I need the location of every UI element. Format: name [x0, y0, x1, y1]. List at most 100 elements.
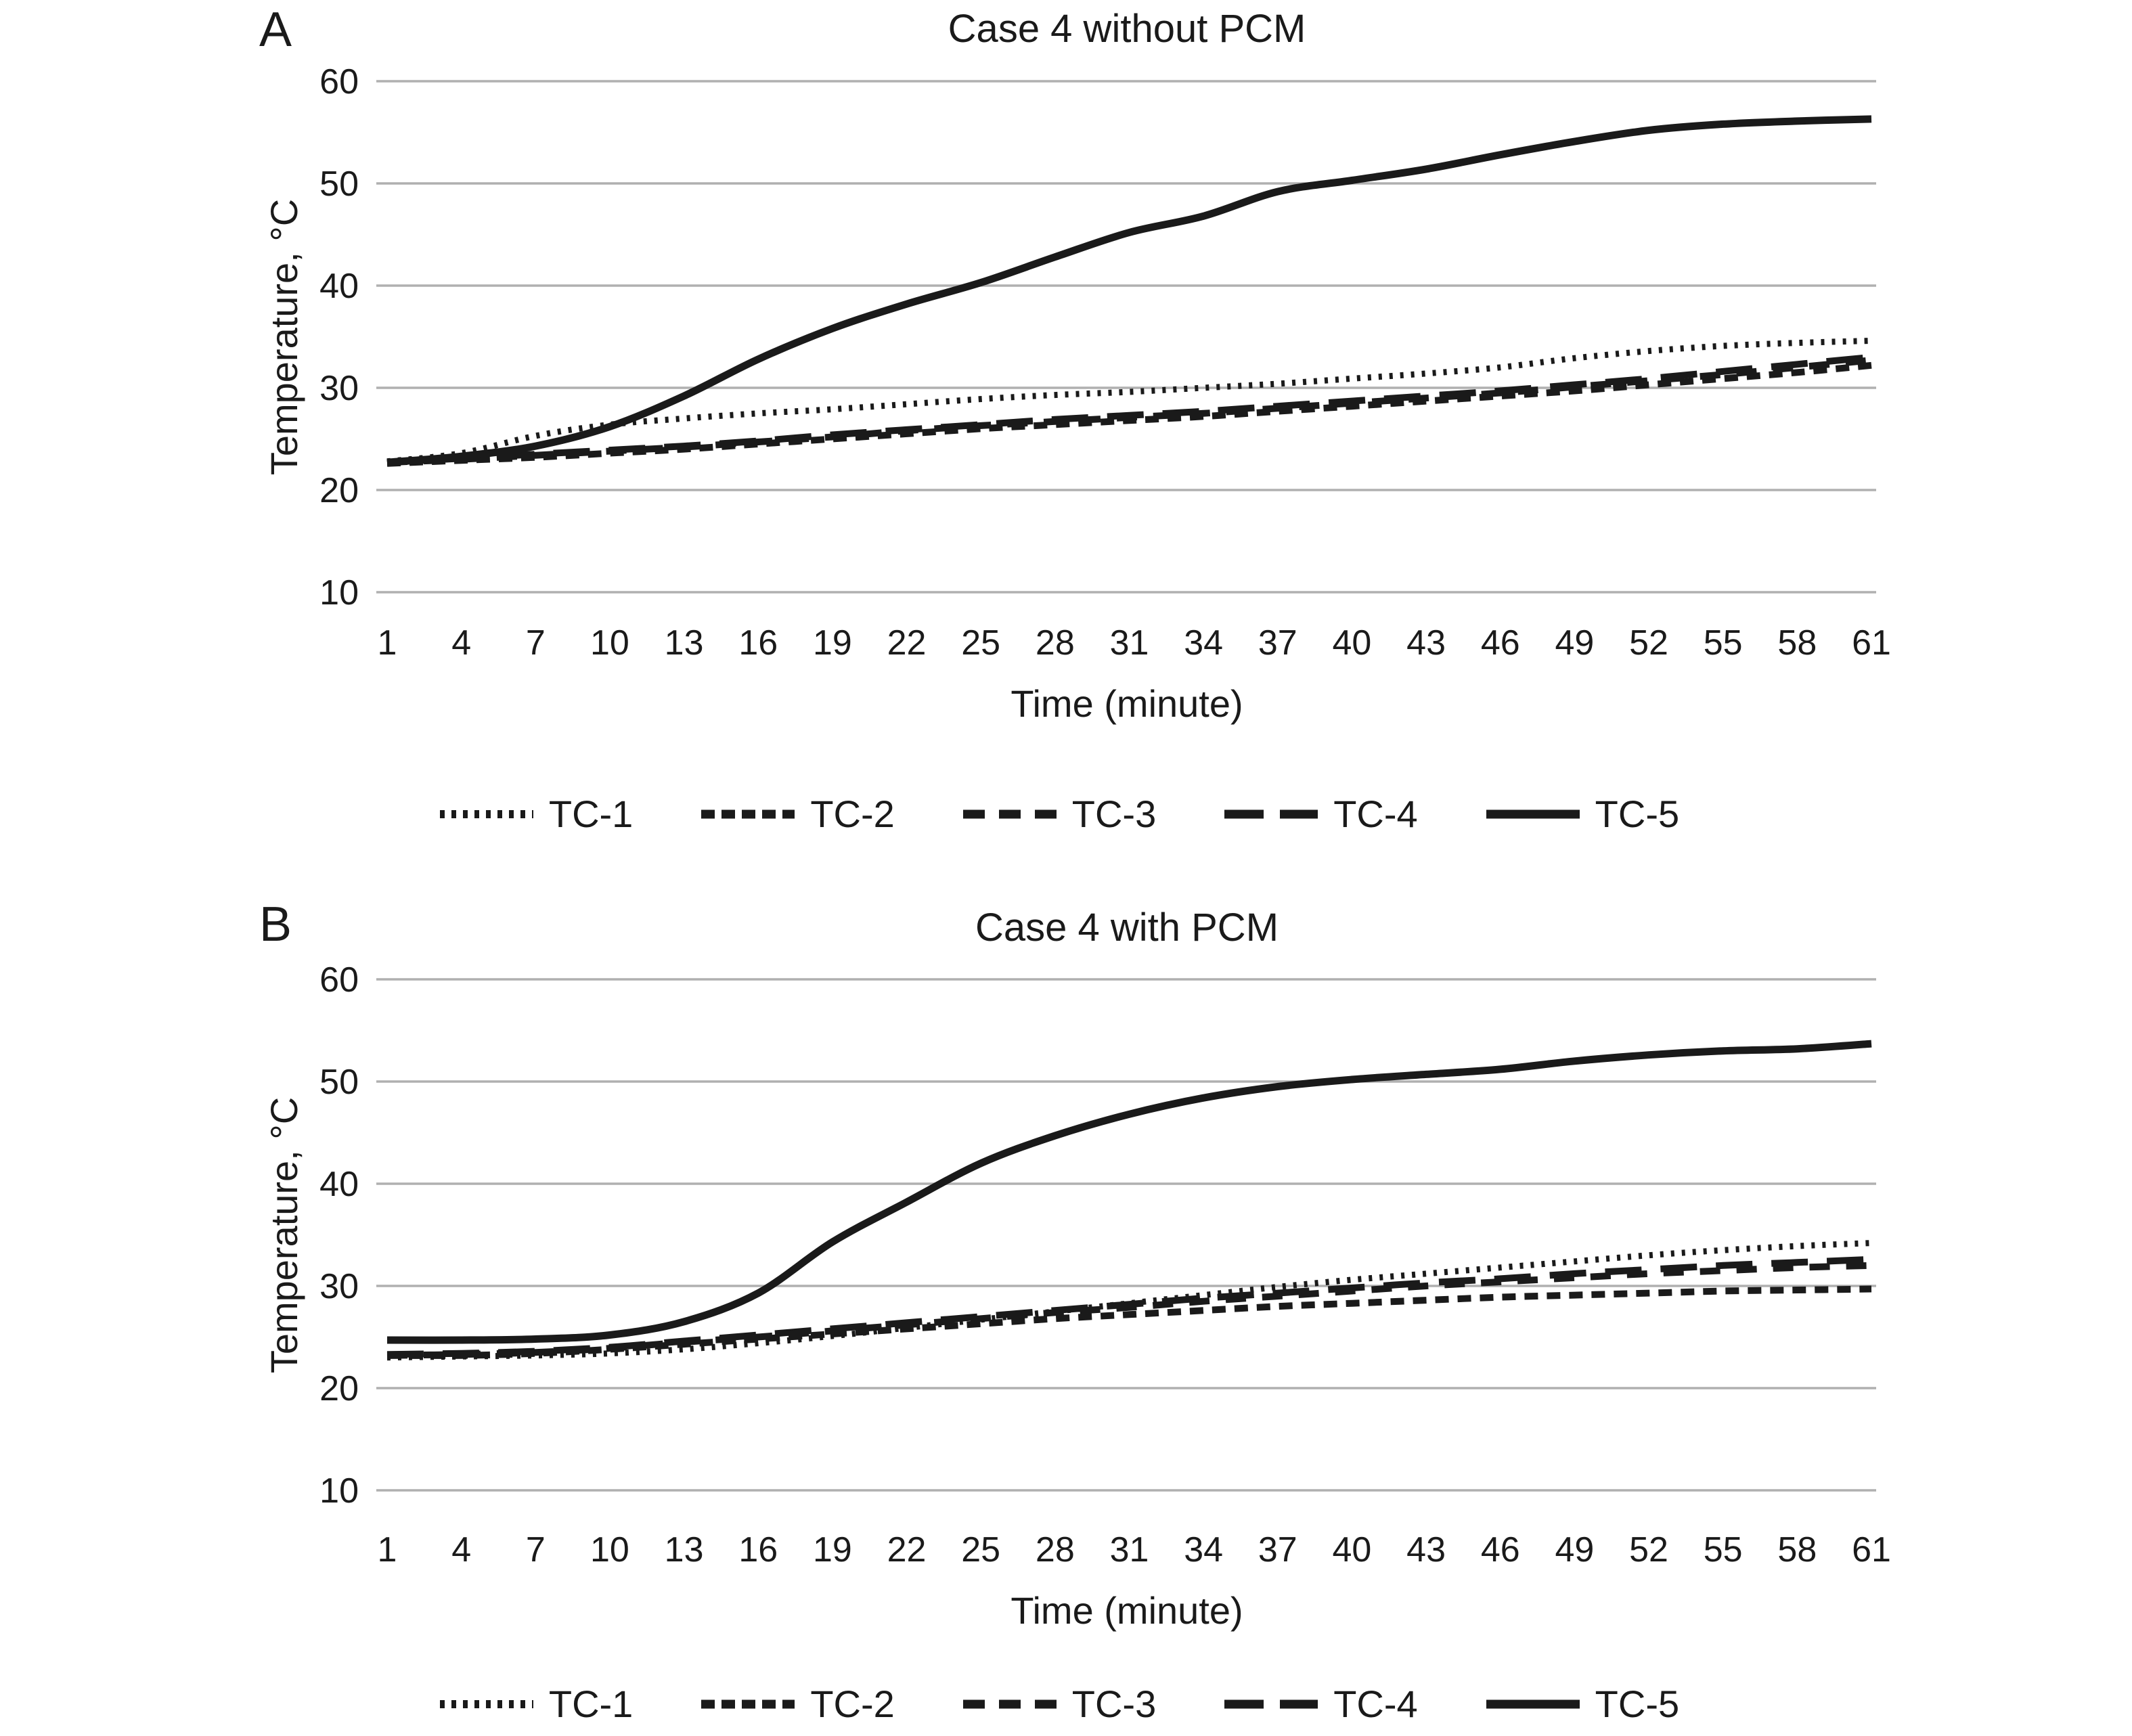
x-tick-label: 13: [665, 623, 704, 663]
series-line-tc-3: [386, 1262, 1872, 1359]
chart-a-y-axis-title: Temperature, °C: [263, 198, 305, 476]
x-tick-label: 49: [1555, 623, 1594, 663]
chart-b-title: Case 4 with PCM: [975, 906, 1279, 950]
x-tick-label: 55: [1704, 623, 1743, 663]
series-line-tc-5: [386, 115, 1872, 466]
y-tick-label: 40: [319, 267, 359, 306]
chart-a-legend: TC-1 TC-2 TC-3 TC-4 TC-5: [311, 791, 1807, 838]
legend-item-tc-4: TC-4: [1224, 1683, 1418, 1725]
x-tick-label: 40: [1333, 1530, 1372, 1570]
legend-swatch-dash-fine-line-icon: [701, 1699, 795, 1709]
x-tick-label: 4: [451, 623, 471, 663]
legend-label-tc-5: TC-5: [1595, 793, 1680, 835]
legend-swatch-dash-long-line-icon: [1224, 1699, 1318, 1709]
legend-item-tc-1: TC-1: [439, 795, 633, 833]
y-tick-label: 30: [319, 369, 359, 408]
legend-label-tc-4: TC-4: [1333, 1683, 1418, 1725]
y-tick-label: 50: [319, 1063, 359, 1102]
x-tick-label: 55: [1704, 1530, 1743, 1570]
legend-label-tc-2: TC-2: [810, 1683, 895, 1725]
x-tick-label: 37: [1258, 623, 1297, 663]
series-line-tc-4: [386, 353, 1872, 466]
legend-swatch-dash-long-line-icon: [1224, 809, 1318, 819]
legend-item-tc-1: TC-1: [439, 1685, 633, 1723]
panel-b-letter: B: [259, 897, 292, 952]
x-tick-label: 34: [1184, 1530, 1223, 1570]
x-tick-label: 10: [590, 623, 629, 663]
x-tick-label: 22: [887, 623, 927, 663]
y-tick-label: 40: [319, 1165, 359, 1204]
x-tick-label: 16: [738, 623, 778, 663]
x-tick-label: 13: [665, 1530, 704, 1570]
series-line-tc-4: [386, 1255, 1872, 1358]
panel-a-letter: A: [259, 3, 292, 57]
x-tick-label: 58: [1777, 623, 1817, 663]
legend-swatch-solid-line-icon: [1486, 1699, 1580, 1709]
chart-b-legend: TC-1 TC-2 TC-3 TC-4 TC-5: [311, 1681, 1807, 1728]
legend-swatch-dotted-line-icon: [439, 810, 533, 818]
legend-swatch-solid-line-icon: [1486, 809, 1580, 819]
legend-item-tc-2: TC-2: [701, 795, 895, 833]
legend-item-tc-3: TC-3: [962, 1685, 1156, 1723]
legend-label-tc-3: TC-3: [1071, 1683, 1157, 1725]
y-tick-label: 10: [319, 573, 359, 613]
x-tick-label: 16: [738, 1530, 778, 1570]
x-tick-label: 40: [1333, 623, 1372, 663]
legend-item-tc-4: TC-4: [1224, 793, 1418, 835]
legend-label-tc-4: TC-4: [1333, 793, 1418, 835]
legend-swatch-dash-medium-line-icon: [962, 809, 1057, 819]
legend-swatch-dash-medium-line-icon: [962, 1699, 1057, 1709]
y-tick-label: 20: [319, 1369, 359, 1408]
legend-swatch-dash-fine-line-icon: [701, 809, 795, 819]
legend-item-tc-3: TC-3: [962, 795, 1156, 833]
chart-a-x-axis-title: Time (minute): [1011, 682, 1243, 725]
y-tick-label: 20: [319, 471, 359, 510]
legend-label-tc-5: TC-5: [1595, 1683, 1680, 1725]
legend-label-tc-3: TC-3: [1071, 793, 1157, 835]
legend-item-tc-5: TC-5: [1486, 1685, 1679, 1723]
x-tick-label: 43: [1406, 1530, 1446, 1570]
y-tick-label: 50: [319, 164, 359, 204]
x-tick-label: 46: [1481, 623, 1520, 663]
x-tick-label: 19: [813, 1530, 852, 1570]
x-tick-label: 43: [1406, 623, 1446, 663]
x-tick-label: 10: [590, 1530, 629, 1570]
x-tick-label: 58: [1777, 1530, 1817, 1570]
chart-b-x-axis-title: Time (minute): [1011, 1589, 1243, 1632]
x-tick-label: 46: [1481, 1530, 1520, 1570]
x-tick-label: 61: [1852, 623, 1891, 663]
x-tick-label: 25: [961, 623, 1000, 663]
legend-label-tc-1: TC-1: [548, 1683, 634, 1725]
series-line-tc-5: [386, 1040, 1872, 1344]
legend-item-tc-5: TC-5: [1486, 795, 1679, 833]
x-tick-label: 37: [1258, 1530, 1297, 1570]
x-tick-label: 52: [1629, 1530, 1668, 1570]
legend-swatch-dotted-line-icon: [439, 1700, 533, 1708]
x-tick-label: 25: [961, 1530, 1000, 1570]
x-tick-label: 31: [1110, 1530, 1149, 1570]
x-tick-label: 4: [451, 1530, 471, 1570]
x-tick-label: 22: [887, 1530, 927, 1570]
x-tick-label: 34: [1184, 623, 1223, 663]
y-tick-label: 10: [319, 1471, 359, 1511]
series-line-tc-2: [386, 1285, 1872, 1359]
chart-panel-b: 60 50 40 30 20 10 1 4 7 10 13 16 19 22 25 28 31 34 37 40 43 4…: [319, 960, 1891, 1570]
x-tick-label: 28: [1036, 623, 1075, 663]
x-tick-label: 19: [813, 623, 852, 663]
x-tick-label: 1: [378, 623, 397, 663]
x-tick-label: 1: [378, 1530, 397, 1570]
x-tick-label: 49: [1555, 1530, 1594, 1570]
x-tick-label: 52: [1629, 623, 1668, 663]
chart-a-title: Case 4 without PCM: [948, 7, 1306, 51]
x-tick-label: 61: [1852, 1530, 1891, 1570]
x-tick-label: 28: [1036, 1530, 1075, 1570]
chart-panel-a: 60 50 40 30 20 10 1 4 7 10 13 16 19 22 25 28 31 34 37 40 43 4…: [319, 62, 1891, 663]
legend-label-tc-1: TC-1: [548, 793, 634, 835]
y-tick-label: 60: [319, 960, 359, 1000]
y-tick-label: 30: [319, 1267, 359, 1306]
x-tick-label: 7: [526, 1530, 546, 1570]
x-tick-label: 7: [526, 623, 546, 663]
x-tick-label: 31: [1110, 623, 1149, 663]
